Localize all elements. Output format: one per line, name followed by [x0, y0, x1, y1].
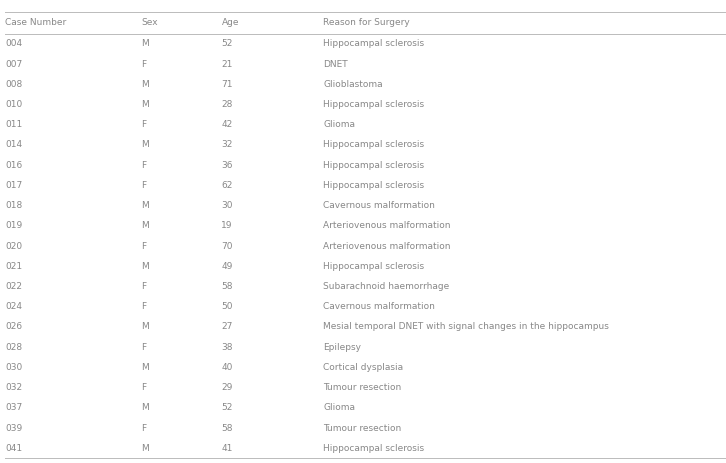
Text: 008: 008	[5, 80, 23, 89]
Text: Hippocampal sclerosis: Hippocampal sclerosis	[323, 262, 424, 271]
Text: 52: 52	[221, 39, 233, 49]
Text: F: F	[142, 242, 147, 250]
Text: 21: 21	[221, 60, 233, 69]
Text: 032: 032	[5, 383, 23, 392]
Text: 004: 004	[5, 39, 23, 49]
Text: F: F	[142, 302, 147, 311]
Text: M: M	[142, 444, 150, 453]
Text: Sex: Sex	[142, 18, 158, 27]
Text: 58: 58	[221, 424, 233, 432]
Text: 011: 011	[5, 120, 23, 129]
Text: 19: 19	[221, 221, 233, 231]
Text: F: F	[142, 282, 147, 291]
Text: Cavernous malformation: Cavernous malformation	[323, 302, 435, 311]
Text: 62: 62	[221, 181, 233, 190]
Text: F: F	[142, 60, 147, 69]
Text: Cavernous malformation: Cavernous malformation	[323, 201, 435, 210]
Text: M: M	[142, 403, 150, 413]
Text: 020: 020	[5, 242, 23, 250]
Text: 030: 030	[5, 363, 23, 372]
Text: 022: 022	[5, 282, 22, 291]
Text: 27: 27	[221, 322, 233, 332]
Text: F: F	[142, 181, 147, 190]
Text: 019: 019	[5, 221, 23, 231]
Text: M: M	[142, 221, 150, 231]
Text: Hippocampal sclerosis: Hippocampal sclerosis	[323, 140, 424, 150]
Text: M: M	[142, 201, 150, 210]
Text: Epilepsy: Epilepsy	[323, 343, 361, 352]
Text: Age: Age	[221, 18, 239, 27]
Text: 70: 70	[221, 242, 233, 250]
Text: Arteriovenous malformation: Arteriovenous malformation	[323, 221, 451, 231]
Text: M: M	[142, 39, 150, 49]
Text: Glioma: Glioma	[323, 120, 355, 129]
Text: 71: 71	[221, 80, 233, 89]
Text: M: M	[142, 363, 150, 372]
Text: 041: 041	[5, 444, 23, 453]
Text: 38: 38	[221, 343, 233, 352]
Text: Glioma: Glioma	[323, 403, 355, 413]
Text: 28: 28	[221, 100, 233, 109]
Text: M: M	[142, 262, 150, 271]
Text: Tumour resection: Tumour resection	[323, 383, 401, 392]
Text: 36: 36	[221, 161, 233, 170]
Text: 52: 52	[221, 403, 233, 413]
Text: F: F	[142, 120, 147, 129]
Text: M: M	[142, 140, 150, 150]
Text: 021: 021	[5, 262, 23, 271]
Text: 49: 49	[221, 262, 233, 271]
Text: Hippocampal sclerosis: Hippocampal sclerosis	[323, 161, 424, 170]
Text: Case Number: Case Number	[5, 18, 66, 27]
Text: 014: 014	[5, 140, 23, 150]
Text: Hippocampal sclerosis: Hippocampal sclerosis	[323, 39, 424, 49]
Text: 024: 024	[5, 302, 22, 311]
Text: 026: 026	[5, 322, 23, 332]
Text: Hippocampal sclerosis: Hippocampal sclerosis	[323, 444, 424, 453]
Text: Hippocampal sclerosis: Hippocampal sclerosis	[323, 181, 424, 190]
Text: Arteriovenous malformation: Arteriovenous malformation	[323, 242, 451, 250]
Text: Glioblastoma: Glioblastoma	[323, 80, 383, 89]
Text: 016: 016	[5, 161, 23, 170]
Text: Reason for Surgery: Reason for Surgery	[323, 18, 409, 27]
Text: M: M	[142, 100, 150, 109]
Text: Subarachnoid haemorrhage: Subarachnoid haemorrhage	[323, 282, 449, 291]
Text: 42: 42	[221, 120, 232, 129]
Text: M: M	[142, 322, 150, 332]
Text: 037: 037	[5, 403, 23, 413]
Text: DNET: DNET	[323, 60, 348, 69]
Text: Mesial temporal DNET with signal changes in the hippocampus: Mesial temporal DNET with signal changes…	[323, 322, 609, 332]
Text: F: F	[142, 383, 147, 392]
Text: 32: 32	[221, 140, 233, 150]
Text: F: F	[142, 343, 147, 352]
Text: 50: 50	[221, 302, 233, 311]
Text: Cortical dysplasia: Cortical dysplasia	[323, 363, 403, 372]
Text: 007: 007	[5, 60, 23, 69]
Text: 018: 018	[5, 201, 23, 210]
Text: 41: 41	[221, 444, 233, 453]
Text: 30: 30	[221, 201, 233, 210]
Text: M: M	[142, 80, 150, 89]
Text: 010: 010	[5, 100, 23, 109]
Text: Hippocampal sclerosis: Hippocampal sclerosis	[323, 100, 424, 109]
Text: 039: 039	[5, 424, 23, 432]
Text: F: F	[142, 161, 147, 170]
Text: 29: 29	[221, 383, 233, 392]
Text: Tumour resection: Tumour resection	[323, 424, 401, 432]
Text: 028: 028	[5, 343, 23, 352]
Text: F: F	[142, 424, 147, 432]
Text: 40: 40	[221, 363, 233, 372]
Text: 58: 58	[221, 282, 233, 291]
Text: 017: 017	[5, 181, 23, 190]
